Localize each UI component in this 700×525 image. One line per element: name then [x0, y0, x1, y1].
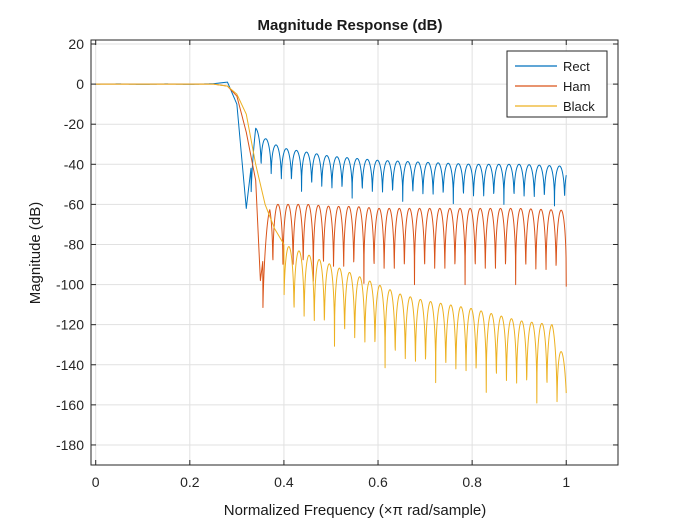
legend: Rect Ham Black: [506, 50, 608, 118]
legend-label: Rect: [563, 59, 590, 74]
series-line-black: [95, 83, 567, 404]
y-tick-label: -40: [64, 156, 84, 172]
y-tick-label: 0: [76, 76, 84, 92]
y-axis-label: Magnitude (dB): [27, 202, 44, 305]
axis-ticks: 0 0.2 0.4 0.6 0.8 1 20 0 -20 -40 -60 -80 -100 -120 -14…: [56, 36, 618, 490]
legend-label: Ham: [563, 79, 590, 94]
y-tick-label: -100: [56, 277, 84, 293]
series-layer: [95, 81, 567, 404]
x-axis-label: Normalized Frequency (×π rad/sample): [224, 502, 487, 519]
y-tick-label: -20: [64, 116, 84, 132]
x-tick-label: 1: [562, 474, 570, 490]
x-tick-label: 0.2: [180, 474, 200, 490]
y-tick-label: -120: [56, 317, 84, 333]
chart-title: Magnitude Response (dB): [257, 17, 442, 34]
y-tick-label: -160: [56, 397, 84, 413]
y-tick-label: -80: [64, 236, 84, 252]
y-tick-label: -180: [56, 437, 84, 453]
y-tick-label: -60: [64, 196, 84, 212]
y-tick-label: -140: [56, 357, 84, 373]
legend-label: Black: [563, 99, 595, 114]
x-tick-label: 0: [92, 474, 100, 490]
y-tick-label: 20: [68, 36, 84, 52]
plot-frame: [90, 39, 619, 466]
x-tick-label: 0.6: [368, 474, 388, 490]
x-tick-label: 0.8: [462, 474, 482, 490]
x-tick-label: 0.4: [274, 474, 294, 490]
